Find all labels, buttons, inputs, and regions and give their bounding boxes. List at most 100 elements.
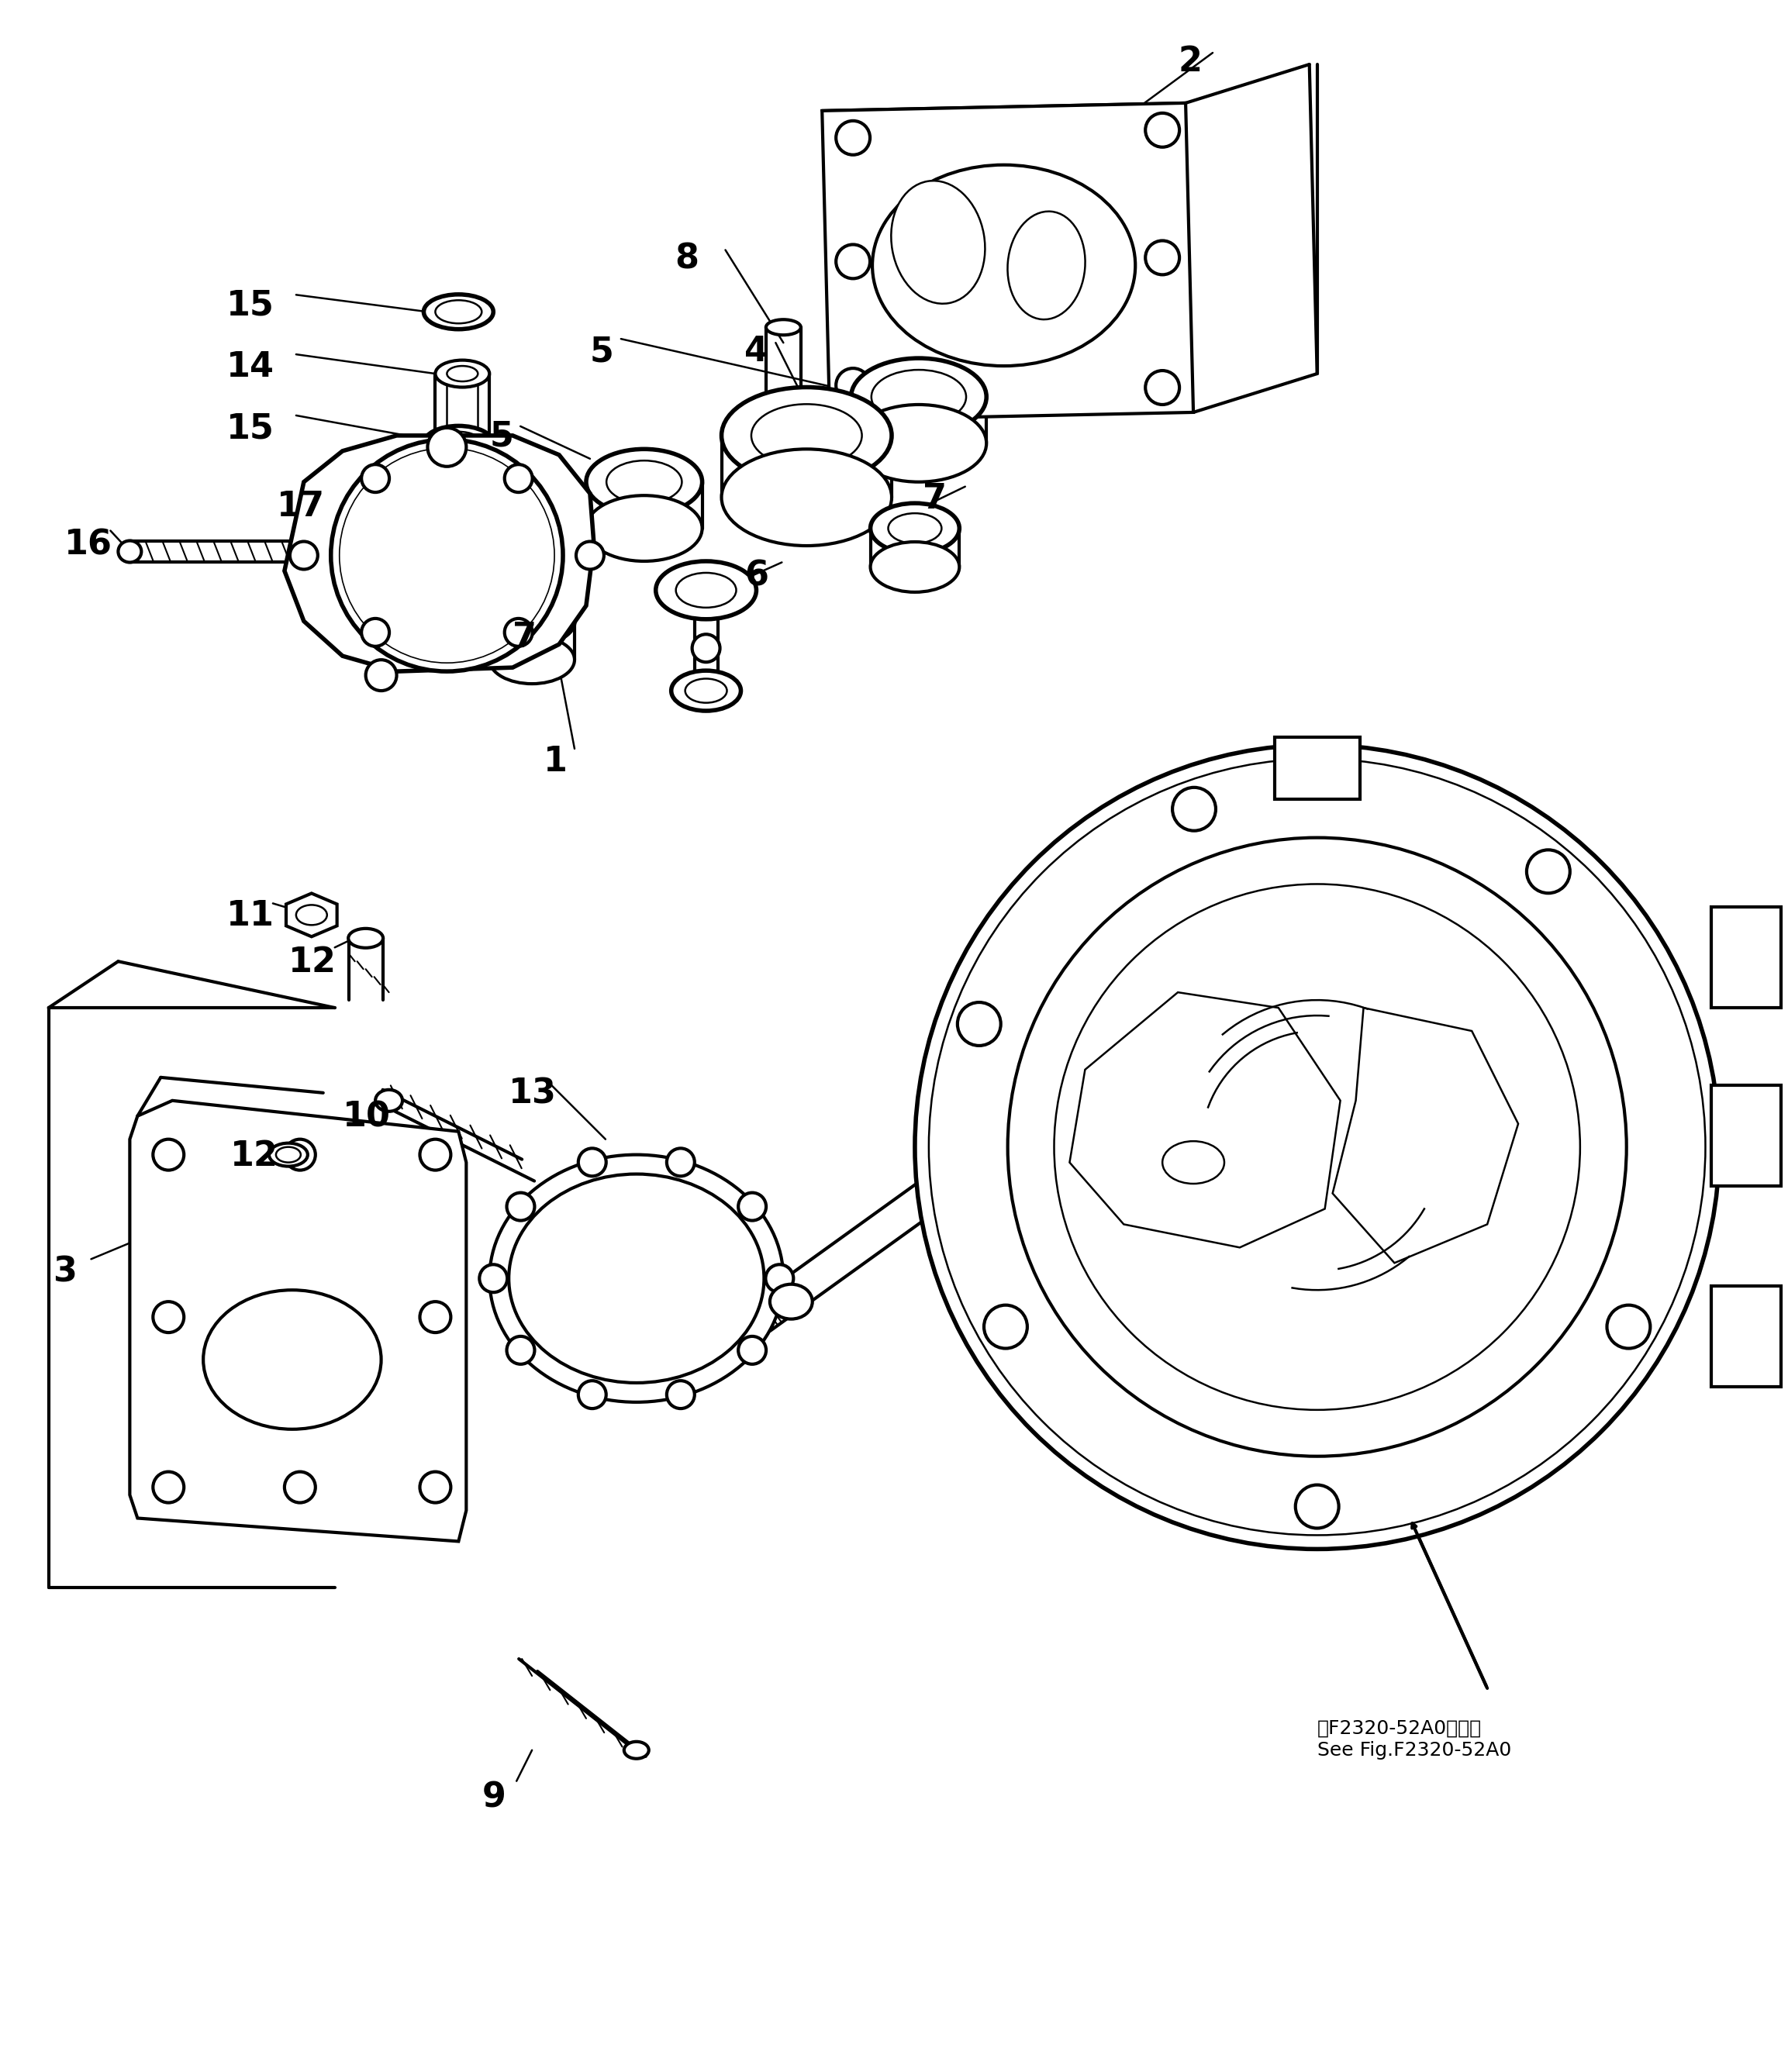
Circle shape bbox=[349, 458, 545, 653]
Circle shape bbox=[154, 1471, 184, 1502]
Ellipse shape bbox=[434, 300, 481, 323]
Text: 5: 5 bbox=[590, 336, 613, 369]
Text: 12: 12 bbox=[288, 947, 336, 980]
Text: 8: 8 bbox=[676, 242, 699, 276]
Ellipse shape bbox=[765, 443, 801, 458]
Text: 15: 15 bbox=[227, 412, 274, 445]
Circle shape bbox=[983, 1305, 1028, 1349]
Circle shape bbox=[1607, 1305, 1650, 1349]
Text: 16: 16 bbox=[64, 528, 113, 562]
Ellipse shape bbox=[349, 928, 383, 947]
Circle shape bbox=[427, 427, 467, 466]
Circle shape bbox=[1055, 885, 1581, 1409]
Circle shape bbox=[667, 1380, 694, 1409]
Circle shape bbox=[1296, 1486, 1339, 1529]
Bar bbox=[1711, 908, 1781, 1007]
Ellipse shape bbox=[871, 503, 960, 553]
Ellipse shape bbox=[447, 435, 477, 452]
Circle shape bbox=[1146, 114, 1180, 147]
Circle shape bbox=[1146, 240, 1180, 276]
Circle shape bbox=[1146, 371, 1180, 404]
Text: 1: 1 bbox=[544, 744, 567, 779]
Circle shape bbox=[667, 1148, 694, 1177]
Ellipse shape bbox=[586, 495, 703, 562]
Ellipse shape bbox=[490, 597, 574, 644]
Circle shape bbox=[957, 1003, 1001, 1046]
Circle shape bbox=[837, 369, 871, 402]
Circle shape bbox=[420, 1301, 451, 1332]
Ellipse shape bbox=[871, 543, 960, 593]
Circle shape bbox=[479, 1264, 508, 1293]
Circle shape bbox=[345, 454, 549, 657]
Ellipse shape bbox=[871, 369, 966, 425]
Text: 9: 9 bbox=[481, 1782, 506, 1815]
Text: 2: 2 bbox=[1178, 46, 1202, 79]
Polygon shape bbox=[822, 104, 1193, 421]
Circle shape bbox=[692, 634, 721, 663]
Circle shape bbox=[1008, 837, 1627, 1457]
Polygon shape bbox=[286, 893, 336, 937]
Circle shape bbox=[1527, 850, 1570, 893]
Ellipse shape bbox=[624, 1743, 649, 1759]
Circle shape bbox=[361, 620, 390, 646]
Circle shape bbox=[928, 758, 1706, 1535]
Ellipse shape bbox=[851, 404, 987, 483]
Circle shape bbox=[765, 1264, 794, 1293]
Ellipse shape bbox=[676, 572, 737, 607]
Text: 7: 7 bbox=[923, 483, 946, 516]
Ellipse shape bbox=[490, 1154, 783, 1403]
Circle shape bbox=[837, 120, 871, 155]
Polygon shape bbox=[131, 1100, 467, 1542]
Circle shape bbox=[361, 464, 390, 493]
Ellipse shape bbox=[510, 1175, 763, 1382]
Ellipse shape bbox=[434, 431, 481, 456]
Circle shape bbox=[504, 464, 533, 493]
Circle shape bbox=[738, 1336, 765, 1363]
Circle shape bbox=[504, 620, 533, 646]
Ellipse shape bbox=[670, 671, 740, 711]
Text: 4: 4 bbox=[746, 336, 769, 369]
Circle shape bbox=[506, 1193, 535, 1220]
Text: 3: 3 bbox=[52, 1256, 77, 1289]
Circle shape bbox=[154, 1140, 184, 1171]
Circle shape bbox=[354, 464, 538, 646]
Polygon shape bbox=[1332, 1007, 1518, 1264]
Text: 12: 12 bbox=[231, 1140, 279, 1173]
Circle shape bbox=[284, 1140, 315, 1171]
Ellipse shape bbox=[751, 404, 862, 466]
Ellipse shape bbox=[506, 607, 558, 636]
Circle shape bbox=[578, 1148, 606, 1177]
Ellipse shape bbox=[890, 180, 985, 305]
Ellipse shape bbox=[204, 1291, 381, 1430]
Text: 15: 15 bbox=[227, 288, 274, 321]
Ellipse shape bbox=[1162, 1142, 1225, 1183]
Ellipse shape bbox=[368, 495, 395, 508]
Ellipse shape bbox=[434, 361, 490, 387]
Ellipse shape bbox=[216, 1301, 315, 1380]
Circle shape bbox=[1173, 787, 1216, 831]
Ellipse shape bbox=[359, 491, 402, 512]
Ellipse shape bbox=[851, 358, 987, 435]
Circle shape bbox=[578, 1380, 606, 1409]
Text: 10: 10 bbox=[343, 1100, 390, 1133]
Ellipse shape bbox=[873, 166, 1135, 367]
Text: 11: 11 bbox=[227, 899, 275, 932]
Text: 第F2320-52A0図参照
See Fig.F2320-52A0: 第F2320-52A0図参照 See Fig.F2320-52A0 bbox=[1318, 1720, 1511, 1759]
Bar bbox=[1711, 1287, 1781, 1386]
Text: 14: 14 bbox=[227, 350, 275, 383]
Ellipse shape bbox=[606, 460, 681, 503]
Polygon shape bbox=[284, 435, 594, 671]
Bar bbox=[1711, 1086, 1781, 1185]
Ellipse shape bbox=[297, 905, 327, 924]
Ellipse shape bbox=[118, 541, 141, 562]
Polygon shape bbox=[1069, 992, 1341, 1247]
Circle shape bbox=[837, 244, 871, 278]
Circle shape bbox=[915, 744, 1720, 1550]
Circle shape bbox=[420, 1140, 451, 1171]
Circle shape bbox=[154, 1301, 184, 1332]
Ellipse shape bbox=[277, 1345, 361, 1413]
Circle shape bbox=[284, 1471, 315, 1502]
Ellipse shape bbox=[424, 427, 493, 460]
Ellipse shape bbox=[1008, 211, 1085, 319]
Ellipse shape bbox=[268, 1144, 308, 1167]
